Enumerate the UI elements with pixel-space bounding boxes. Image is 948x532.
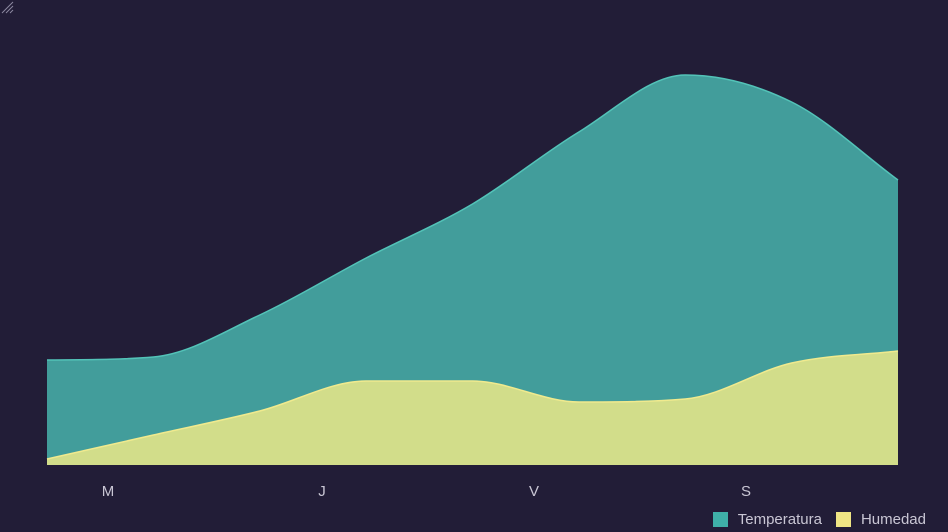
legend: Temperatura Humedad — [712, 511, 926, 528]
line-temperatura — [46, 74, 899, 361]
x-tick-label: J — [318, 483, 326, 500]
x-tick-label: M — [102, 483, 115, 500]
legend-label-temperatura: Temperatura — [737, 511, 822, 528]
area-temperatura — [47, 75, 898, 459]
legend-item-humedad[interactable]: Humedad — [835, 511, 926, 528]
line-humedad — [46, 350, 899, 460]
legend-swatch-temperatura — [712, 512, 728, 527]
legend-item-temperatura[interactable]: Temperatura — [712, 511, 822, 528]
x-tick-label: V — [529, 483, 539, 500]
area-humedad — [47, 351, 898, 465]
x-tick-label: S — [741, 483, 751, 500]
legend-swatch-humedad — [835, 512, 851, 527]
legend-label-humedad: Humedad — [860, 511, 926, 528]
resize-grip-icon[interactable] — [0, 0, 14, 14]
